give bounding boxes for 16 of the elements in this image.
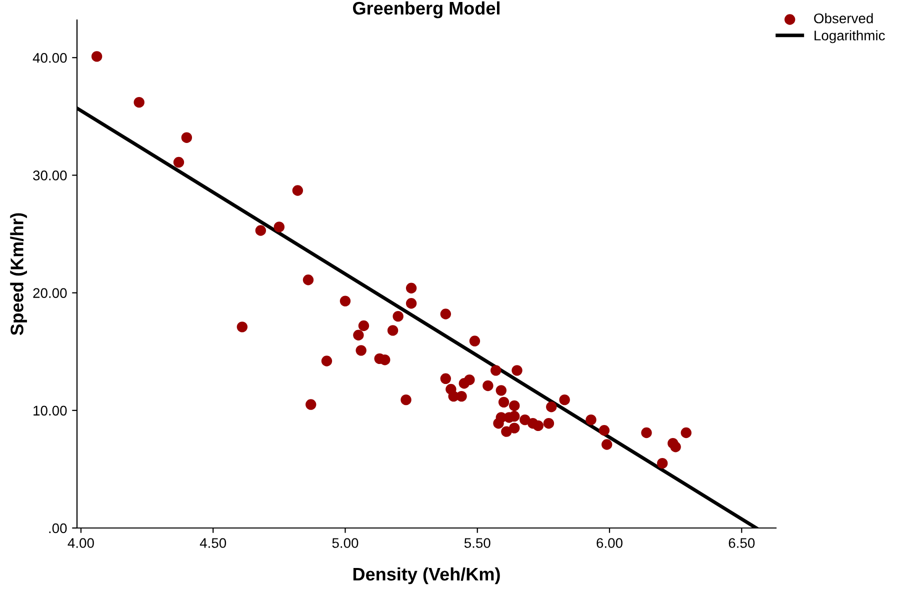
- x-tick-label: 6.50: [728, 538, 755, 548]
- chart-title: Greenberg Model: [353, 1, 500, 18]
- legend-label: Observed: [814, 13, 873, 24]
- x-tick-label: 4.00: [68, 538, 94, 548]
- y-tick-label: 40.00: [32, 52, 67, 63]
- x-tick-label: 5.50: [464, 538, 490, 548]
- x-tick-label: 6.00: [596, 538, 622, 548]
- y-tick-label: 30.00: [33, 170, 67, 180]
- x-axis-title: Density (Veh/Km): [353, 567, 500, 584]
- y-tick-label: .00: [49, 523, 67, 534]
- y-tick-label: 20.00: [33, 288, 67, 298]
- x-tick-label: 4.50: [200, 538, 226, 548]
- legend-label: Logarithmic: [814, 30, 885, 44]
- y-axis-title: Speed (Km/hr): [10, 213, 27, 336]
- y-tick-label: 10.00: [34, 406, 67, 416]
- x-tick-label: 5.00: [332, 538, 358, 548]
